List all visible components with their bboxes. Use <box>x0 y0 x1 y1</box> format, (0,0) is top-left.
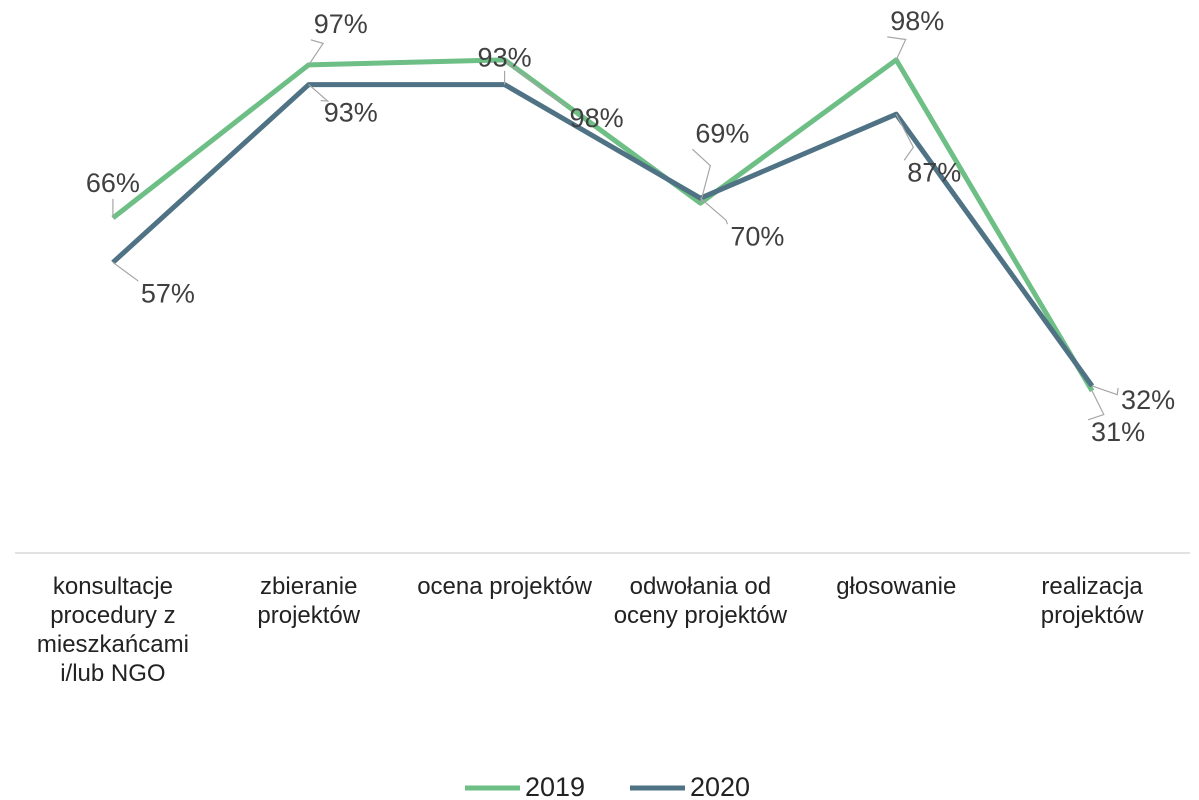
data-label: 97% <box>314 9 368 39</box>
x-tick-label: głosowanie <box>836 573 957 600</box>
data-label: 69% <box>695 118 749 148</box>
data-label: 32% <box>1121 385 1175 415</box>
x-tick-label: ocena projektów <box>417 573 592 600</box>
data-label: 31% <box>1091 417 1145 447</box>
x-tick-label: realizacja projektów <box>1040 573 1144 629</box>
leader-line <box>504 59 567 107</box>
data-label: 93% <box>324 98 378 128</box>
leader-line <box>112 261 139 282</box>
leader-line <box>308 84 330 102</box>
data-label: 87% <box>907 157 961 187</box>
legend-label: 2020 <box>690 772 750 800</box>
leader-line <box>700 197 728 225</box>
data-label: 93% <box>478 43 532 73</box>
data-label: 98% <box>890 6 944 36</box>
leader-line <box>1091 385 1119 396</box>
x-tick-label: zbieranie projektów <box>257 573 361 629</box>
leader-line <box>692 148 711 204</box>
leader-line <box>1087 390 1105 421</box>
data-label: 98% <box>570 103 624 133</box>
x-tick-label: konsultacje procedury z mieszkańcami i/l… <box>36 573 189 687</box>
leader-line <box>895 113 915 161</box>
data-label: 66% <box>86 168 140 198</box>
legend-label: 2019 <box>525 772 585 800</box>
leader-line <box>887 36 907 61</box>
series-line <box>111 57 1095 393</box>
series-line <box>111 82 1095 388</box>
data-label: 70% <box>730 221 784 251</box>
leader-line <box>308 39 325 66</box>
x-tick-label: odwołania od oceny projektów <box>613 573 788 629</box>
data-label: 57% <box>141 279 195 309</box>
